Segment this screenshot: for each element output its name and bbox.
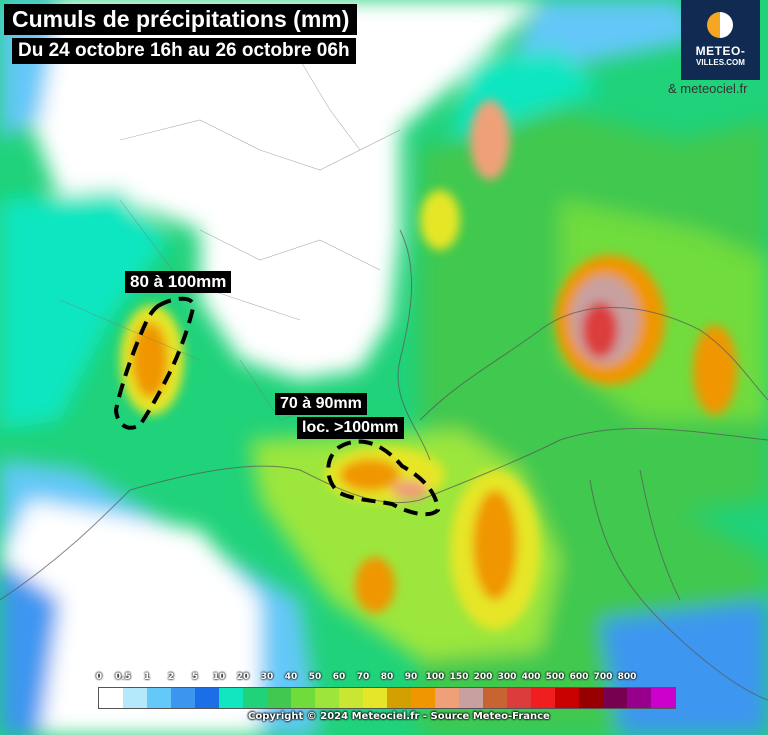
legend-color-bar (98, 687, 676, 709)
legend-swatch (291, 688, 315, 708)
legend-tick-label: 20 (236, 672, 250, 682)
legend-tick-label: 150 (449, 672, 469, 682)
legend-tick-label: 60 (332, 672, 346, 682)
legend-tick-label: 600 (569, 672, 589, 682)
legend-tick-label: 0.5 (115, 672, 131, 682)
legend-tick-label: 0 (95, 672, 103, 682)
legend-swatch (363, 688, 387, 708)
legend-swatch (171, 688, 195, 708)
map-subtitle: Du 24 octobre 16h au 26 octobre 06h (12, 38, 356, 64)
sun-icon (707, 12, 733, 38)
legend-swatch (147, 688, 171, 708)
legend-tick-label: 100 (425, 672, 445, 682)
legend-swatch (219, 688, 243, 708)
legend-tick-label: 300 (497, 672, 517, 682)
legend-tick-label: 90 (404, 672, 418, 682)
legend-tick-label: 700 (593, 672, 613, 682)
zone-label-south: 70 à 90mm (275, 393, 367, 415)
legend-tick-label: 10 (212, 672, 226, 682)
map-borders (0, 229, 768, 701)
logo-line2: VILLES.COM (696, 58, 745, 67)
legend-tick-label: 50 (308, 672, 322, 682)
legend-swatch (651, 688, 675, 708)
legend-swatch (387, 688, 411, 708)
legend-swatch (99, 688, 123, 708)
credit-text: & meteociel.fr (668, 81, 748, 96)
legend-swatch (507, 688, 531, 708)
zone-outline-south (326, 439, 441, 517)
legend-tick-label: 400 (521, 672, 541, 682)
legend-swatch (555, 688, 579, 708)
legend-swatch (123, 688, 147, 708)
legend-swatch (243, 688, 267, 708)
legend-swatch (435, 688, 459, 708)
legend-swatch (339, 688, 363, 708)
legend-swatch (627, 688, 651, 708)
rain-field-heavy (120, 100, 737, 630)
legend-swatch (267, 688, 291, 708)
legend-swatch (195, 688, 219, 708)
zone-label-west: 80 à 100mm (125, 271, 232, 293)
region-borders (59, 59, 401, 421)
copyright: Copyright © 2024 Meteociel.fr - Source M… (248, 711, 550, 722)
legend-tick-label: 800 (617, 672, 637, 682)
map-title: Cumuls de précipitations (mm) (4, 4, 358, 35)
legend-ticks: 0 0.5 1 2 5 10 20 30 40 50 60 70 80 90 100 150 200 300 400… (95, 672, 678, 686)
meteo-villes-logo[interactable]: METEO- VILLES.COM (681, 0, 760, 80)
legend-tick-label: 70 (356, 672, 370, 682)
legend-swatch (315, 688, 339, 708)
legend-tick-label: 2 (167, 672, 175, 682)
legend-tick-label: 200 (473, 672, 493, 682)
legend-tick-label: 1 (143, 672, 151, 682)
legend-tick-label: 500 (545, 672, 565, 682)
logo-line1: METEO- (695, 44, 746, 58)
legend-tick-label: 80 (380, 672, 394, 682)
legend-tick-label: 30 (260, 672, 274, 682)
legend-swatch (411, 688, 435, 708)
legend-tick-label: 5 (191, 672, 199, 682)
legend-swatch (579, 688, 603, 708)
legend-tick-label: 40 (284, 672, 298, 682)
legend-swatch (531, 688, 555, 708)
legend-swatch (603, 688, 627, 708)
legend-swatch (459, 688, 483, 708)
zone-sublabel-south: loc. >100mm (297, 417, 404, 439)
legend-swatch (483, 688, 507, 708)
